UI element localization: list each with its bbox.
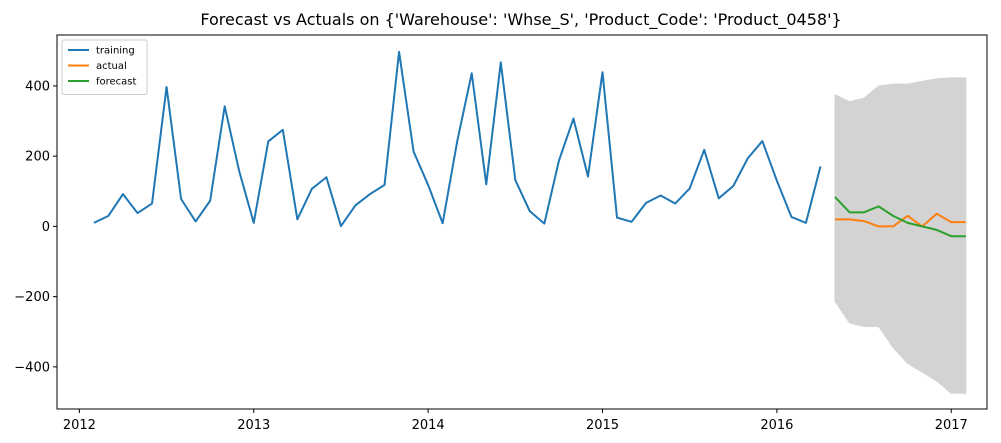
- series-line-actual: [835, 212, 966, 228]
- legend-label-forecast: forecast: [96, 77, 137, 88]
- confidence-band: [834, 77, 967, 394]
- confidence-band-layer: [834, 77, 967, 394]
- x-tick-label: 2012: [63, 418, 96, 433]
- chart-title: Forecast vs Actuals on {'Warehouse': 'Wh…: [200, 10, 841, 30]
- y-axis: −400 −200 0 200 400: [14, 79, 57, 375]
- x-tick-label: 2014: [412, 418, 445, 433]
- y-tick-label: 0: [42, 220, 50, 235]
- legend-label-actual: actual: [96, 61, 127, 72]
- legend: training actual forecast: [61, 39, 148, 95]
- legend-label-training: training: [96, 46, 135, 57]
- series-layer: [93, 50, 966, 238]
- y-tick-label: 200: [25, 150, 50, 165]
- y-tick-label: −200: [14, 290, 50, 305]
- series-line-training: [93, 50, 822, 228]
- y-tick-label: 400: [25, 79, 50, 94]
- x-axis: 2012 2013 2014 2015 2016 2017: [63, 409, 968, 433]
- x-tick-label: 2015: [586, 418, 619, 433]
- y-tick-label: −400: [14, 360, 50, 375]
- series-line-forecast: [834, 196, 966, 238]
- x-tick-label: 2017: [935, 418, 968, 433]
- x-tick-label: 2013: [237, 418, 270, 433]
- x-tick-label: 2016: [760, 418, 793, 433]
- plot-frame: [56, 34, 988, 410]
